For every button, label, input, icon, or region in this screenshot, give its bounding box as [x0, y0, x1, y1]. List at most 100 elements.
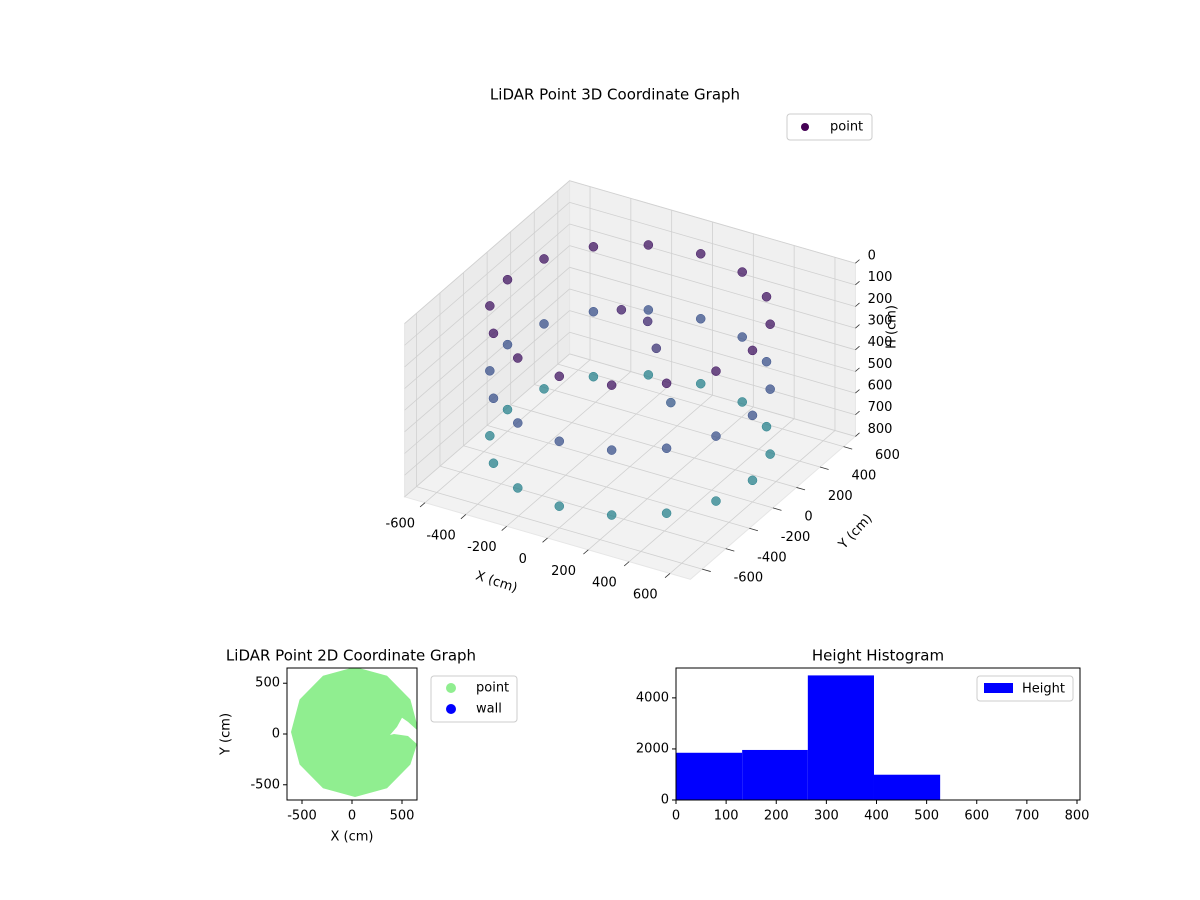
- x-tick-label: 600: [964, 809, 989, 824]
- x-axis-label: X (cm): [331, 830, 374, 845]
- point: [513, 353, 523, 363]
- point: [513, 418, 523, 428]
- tick-mark: [855, 389, 860, 394]
- point: [666, 397, 676, 408]
- legend-box: [430, 675, 518, 723]
- grid-line: [404, 267, 570, 411]
- point: [554, 371, 565, 382]
- z-tick-label: 800: [868, 422, 893, 437]
- x-tick-label: -400: [426, 528, 456, 543]
- legend-swatch: [984, 683, 1013, 693]
- y-tick-label: 2000: [636, 741, 669, 756]
- legend-box: [786, 113, 873, 141]
- z-tick-label: 400: [868, 335, 893, 350]
- tick-mark: [855, 280, 860, 286]
- tick-mark: [843, 446, 853, 450]
- point: [761, 292, 772, 302]
- point: [488, 328, 499, 339]
- x-tick-label: 500: [390, 809, 415, 824]
- y-tick-label: 500: [255, 676, 280, 691]
- z-tick-label: 100: [868, 270, 893, 285]
- grid-line: [416, 486, 703, 570]
- bar: [676, 752, 743, 800]
- tick-mark: [623, 561, 630, 567]
- y-tick-label: 200: [828, 489, 853, 504]
- legend-label: point: [830, 120, 863, 135]
- point: [616, 305, 627, 315]
- z-tick-label: 500: [868, 357, 893, 372]
- bar: [873, 774, 941, 800]
- tick-mark: [419, 502, 426, 508]
- point: [485, 301, 495, 311]
- point: [737, 267, 747, 277]
- z-tick-label: 200: [868, 292, 893, 307]
- point: [642, 316, 653, 327]
- tick-mark: [819, 466, 829, 470]
- x-tick-label: 400: [864, 809, 889, 824]
- x-tick-label: 600: [633, 587, 658, 602]
- point: [711, 496, 721, 506]
- point: [651, 343, 662, 354]
- point: [606, 445, 617, 455]
- grid-line: [404, 353, 570, 498]
- x-tick-label: 500: [914, 809, 939, 824]
- x-tick-label: 0: [672, 809, 680, 824]
- grid-line: [404, 245, 570, 389]
- x-tick-label: 100: [714, 809, 739, 824]
- chart-title: LiDAR Point 3D Coordinate Graph: [490, 86, 740, 104]
- grid-line: [569, 288, 856, 372]
- point: [737, 332, 747, 342]
- tick-mark: [855, 324, 860, 329]
- x-tick-label: -500: [287, 809, 317, 824]
- grid-line: [569, 201, 856, 286]
- tick-mark: [664, 573, 671, 578]
- z-tick-label: 600: [868, 378, 893, 393]
- point: [711, 431, 721, 441]
- tick-mark: [501, 525, 507, 531]
- x-tick-label: 800: [1065, 809, 1090, 824]
- x-tick-label: 0: [348, 809, 356, 824]
- x-tick-label: 300: [814, 809, 839, 824]
- point: [695, 249, 706, 259]
- point: [737, 397, 747, 407]
- point: [747, 410, 758, 421]
- x-tick-label: 700: [1014, 809, 1039, 824]
- y-tick-label: 0: [272, 727, 280, 742]
- point: [488, 393, 499, 404]
- point: [765, 449, 775, 459]
- tick-mark: [855, 410, 860, 416]
- tick-mark: [702, 568, 711, 572]
- plot-area: [291, 668, 417, 797]
- grid-line: [439, 465, 726, 550]
- grid-line: [404, 180, 570, 324]
- legend-label: wall: [476, 702, 502, 717]
- point: [554, 501, 565, 511]
- y-tick-label: -600: [734, 571, 764, 586]
- point: [695, 314, 706, 324]
- point: [488, 458, 499, 468]
- chart-title: Height Histogram: [812, 647, 944, 665]
- point: [588, 242, 599, 252]
- x-tick-label: -600: [386, 517, 416, 532]
- z-tick-label: 700: [868, 400, 893, 415]
- grid-line: [569, 245, 856, 329]
- point: [485, 431, 495, 441]
- grid-line: [569, 266, 856, 351]
- y-tick-label: 4000: [636, 690, 669, 705]
- grid-line: [557, 363, 844, 447]
- point: [606, 510, 617, 520]
- legend-marker: [446, 683, 456, 693]
- grid-line: [569, 353, 856, 437]
- tick-mark: [855, 302, 860, 307]
- x-axis-label: X (cm): [474, 569, 520, 597]
- grid-line: [569, 223, 856, 307]
- x-tick-label: -200: [467, 540, 497, 555]
- tick-mark: [460, 514, 467, 520]
- tick-mark: [725, 548, 735, 552]
- y-tick-label: -500: [250, 777, 280, 792]
- point: [588, 306, 599, 317]
- point: [502, 274, 513, 285]
- grid-line: [404, 331, 570, 476]
- grid-line: [404, 310, 570, 454]
- tick-mark: [855, 345, 860, 351]
